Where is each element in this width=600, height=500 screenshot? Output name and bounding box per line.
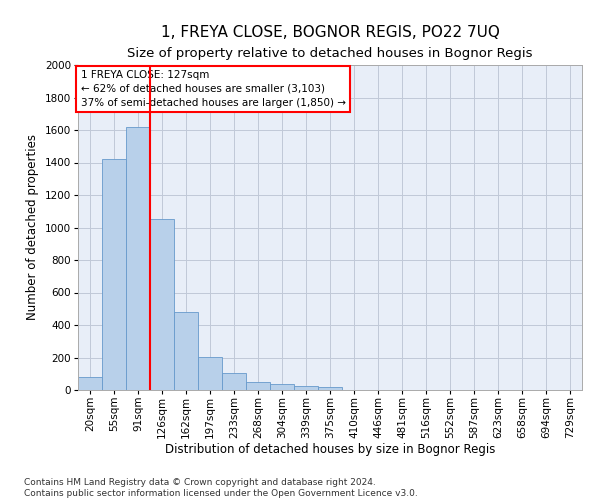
Bar [294, 386, 318, 390]
Bar [78, 377, 102, 390]
Bar [270, 384, 294, 390]
Bar [102, 159, 126, 390]
Bar [150, 220, 174, 390]
Text: 1 FREYA CLOSE: 127sqm
← 62% of detached houses are smaller (3,103)
37% of semi-d: 1 FREYA CLOSE: 127sqm ← 62% of detached … [80, 70, 346, 108]
Y-axis label: Number of detached properties: Number of detached properties [26, 134, 39, 320]
X-axis label: Distribution of detached houses by size in Bognor Regis: Distribution of detached houses by size … [165, 443, 495, 456]
Bar [174, 312, 198, 390]
Text: Contains HM Land Registry data © Crown copyright and database right 2024.
Contai: Contains HM Land Registry data © Crown c… [24, 478, 418, 498]
Bar [246, 382, 270, 390]
Bar [318, 387, 342, 390]
Text: Size of property relative to detached houses in Bognor Regis: Size of property relative to detached ho… [127, 48, 533, 60]
Bar [198, 356, 222, 390]
Bar [126, 126, 150, 390]
Bar [222, 373, 246, 390]
Text: 1, FREYA CLOSE, BOGNOR REGIS, PO22 7UQ: 1, FREYA CLOSE, BOGNOR REGIS, PO22 7UQ [161, 25, 499, 40]
